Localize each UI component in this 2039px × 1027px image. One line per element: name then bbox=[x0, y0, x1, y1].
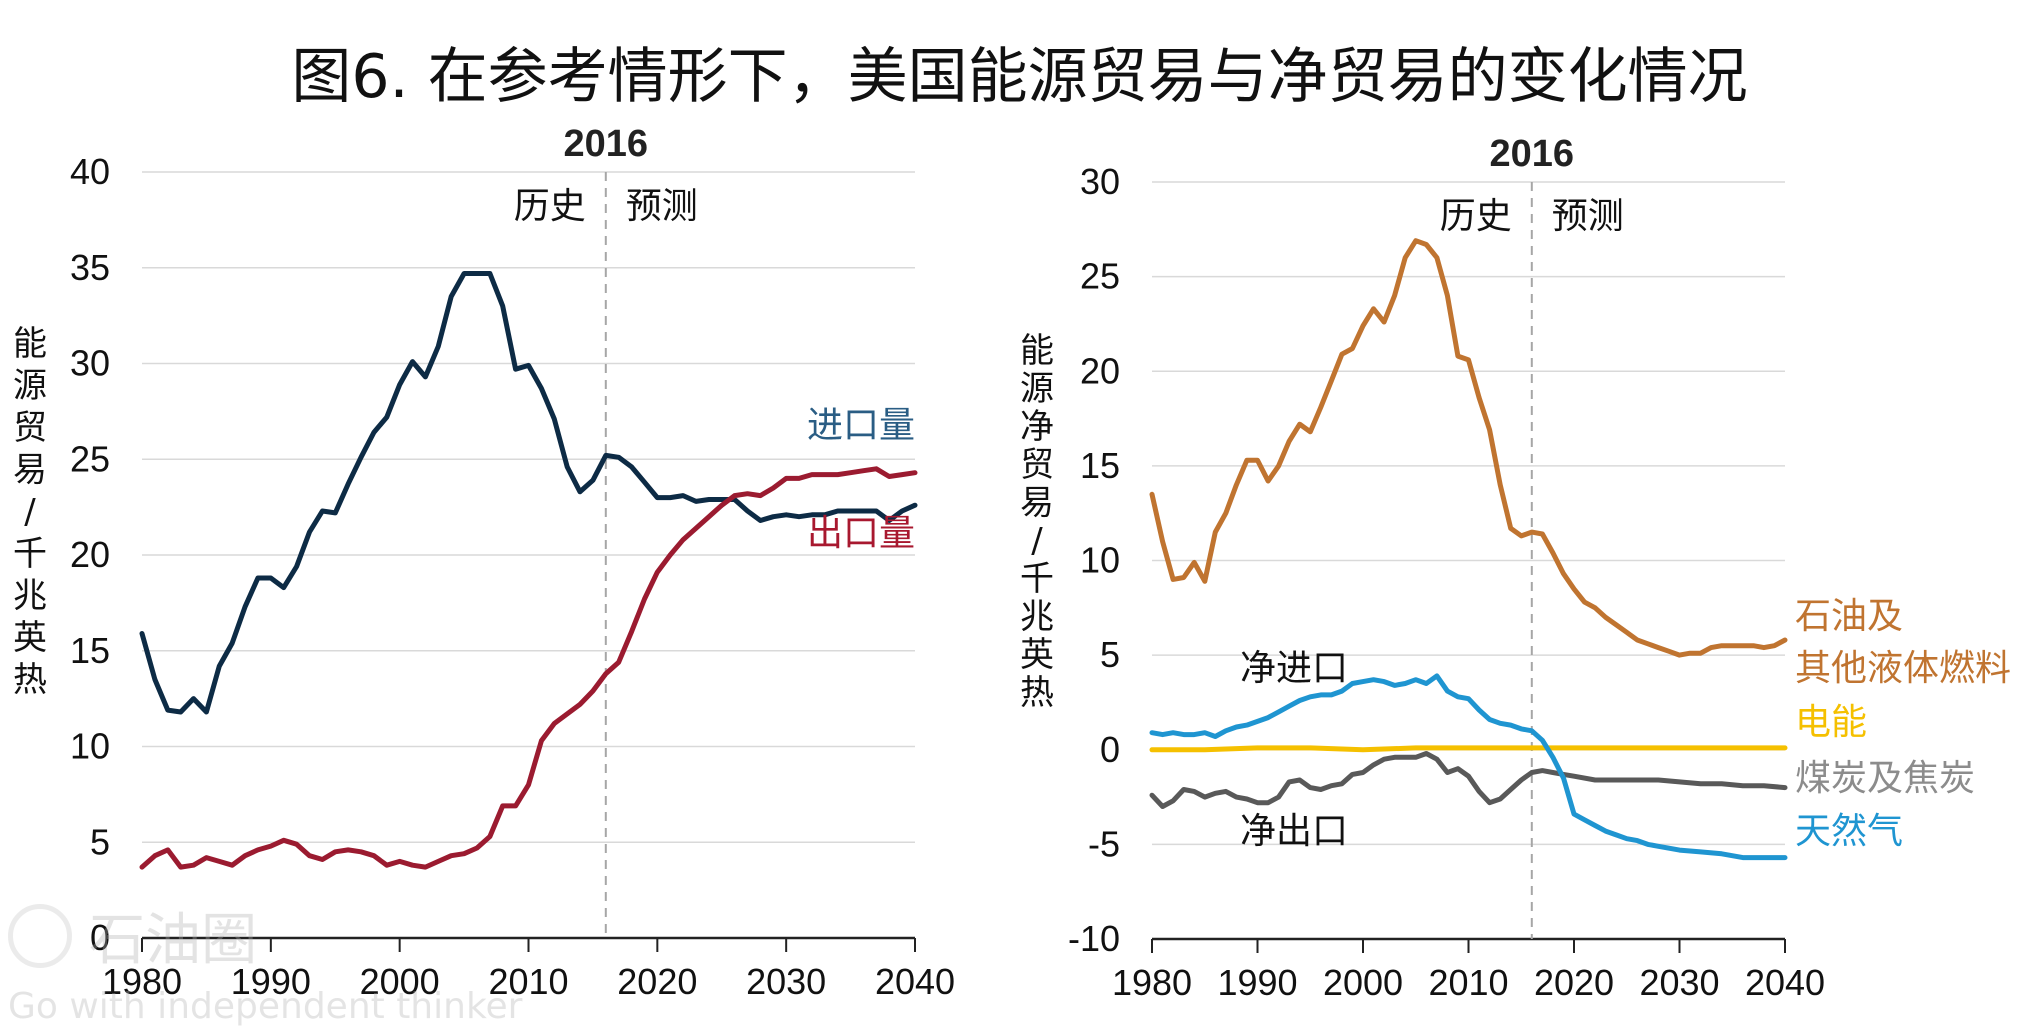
y-axis-label: 净 bbox=[1020, 407, 1054, 447]
series-label: 出口量 bbox=[807, 513, 915, 554]
y-tick-label: 25 bbox=[1080, 256, 1120, 297]
y-tick-label: 15 bbox=[70, 630, 110, 671]
y-tick-label: -10 bbox=[1068, 918, 1120, 959]
y-axis-label: 能 bbox=[13, 324, 47, 364]
y-tick-label: 20 bbox=[70, 534, 110, 575]
y-axis-label: 源 bbox=[1020, 369, 1054, 409]
y-tick-label: 10 bbox=[1080, 540, 1120, 581]
chart-energy-trade: 0 5 10 15 20 25 30 35 40 1980 1990 2000 2010 2020 2030… bbox=[13, 123, 955, 1002]
x-tick-label: 2000 bbox=[360, 961, 440, 1002]
y-axis-label: 兆 bbox=[1020, 597, 1054, 637]
series-label: 煤炭及焦炭 bbox=[1795, 758, 1975, 799]
series-line bbox=[1149, 745, 1788, 753]
y-tick-label: 0 bbox=[1100, 729, 1120, 770]
chart-net-energy-trade: -10 -5 0 5 10 15 20 25 30 1980 1990 2000 2010 2020 203… bbox=[1020, 133, 2011, 1003]
y-axis-label: / bbox=[24, 492, 36, 532]
series-label: 石油及 bbox=[1795, 596, 1903, 637]
y-tick-label: 40 bbox=[70, 151, 110, 192]
x-tick-label: 2020 bbox=[617, 961, 697, 1002]
history-label: 历史 bbox=[514, 186, 586, 227]
series-line bbox=[139, 466, 918, 870]
watermark-logo-icon bbox=[8, 903, 72, 968]
page-title: 图6. 在参考情形下，美国能源贸易与净贸易的变化情况 bbox=[291, 42, 1748, 112]
y-tick-label: 5 bbox=[1100, 634, 1120, 675]
x-tick-label: 2040 bbox=[1745, 962, 1825, 1003]
projection-label: 预测 bbox=[626, 186, 698, 227]
series-label: 电能 bbox=[1795, 702, 1867, 743]
y-axis-label: 英 bbox=[13, 618, 47, 658]
y-tick-label: 0 bbox=[90, 917, 110, 958]
series-line bbox=[139, 271, 918, 715]
watermark: 石油圈 Go with independent thinker bbox=[8, 895, 522, 1027]
y-tick-label: 5 bbox=[90, 821, 110, 862]
y-tick-label: 35 bbox=[70, 247, 110, 288]
divider-year-label: 2016 bbox=[1490, 133, 1575, 175]
y-axis-label: 热 bbox=[1020, 673, 1054, 713]
y-axis-label: 贸 bbox=[1020, 445, 1054, 485]
y-axis-label: / bbox=[1031, 521, 1043, 561]
series-line bbox=[1149, 673, 1788, 861]
x-tick-label: 1980 bbox=[102, 961, 182, 1002]
y-tick-label: 25 bbox=[70, 438, 110, 479]
annotation-net-exports: 净出口 bbox=[1240, 811, 1348, 852]
y-axis-label: 兆 bbox=[13, 576, 47, 616]
x-tick-label: 2030 bbox=[746, 961, 826, 1002]
x-tick-label: 2010 bbox=[488, 961, 568, 1002]
y-tick-label: 20 bbox=[1080, 350, 1120, 391]
y-tick-label: -5 bbox=[1088, 823, 1120, 864]
series-label: 进口量 bbox=[807, 405, 915, 446]
annotation-net-imports: 净进口 bbox=[1240, 648, 1348, 689]
y-axis-label: 贸 bbox=[13, 408, 47, 448]
y-axis-label: 易 bbox=[13, 450, 47, 490]
projection-label: 预测 bbox=[1552, 196, 1624, 237]
y-axis-label: 易 bbox=[1020, 483, 1054, 523]
x-tick-label: 2020 bbox=[1534, 962, 1614, 1003]
x-tick-label: 1980 bbox=[1112, 962, 1192, 1003]
y-tick-label: 30 bbox=[70, 343, 110, 384]
series-line bbox=[1149, 238, 1788, 658]
series-label: 天然气 bbox=[1795, 811, 1903, 852]
y-axis-label: 源 bbox=[13, 366, 47, 406]
x-tick-label: 2030 bbox=[1639, 962, 1719, 1003]
y-tick-label: 30 bbox=[1080, 161, 1120, 202]
x-tick-label: 2040 bbox=[875, 961, 955, 1002]
x-tick-label: 1990 bbox=[1217, 962, 1297, 1003]
y-axis-label: 能 bbox=[1020, 331, 1054, 371]
y-axis-label: 英 bbox=[1020, 635, 1054, 675]
watermark-slogan: Go with independent thinker bbox=[8, 986, 523, 1027]
x-tick-label: 1990 bbox=[231, 961, 311, 1002]
x-tick-label: 2010 bbox=[1428, 962, 1508, 1003]
series-line bbox=[1149, 751, 1788, 809]
y-axis-label: 千 bbox=[13, 534, 47, 574]
series-label: 其他液体燃料 bbox=[1795, 648, 2011, 689]
y-tick-label: 10 bbox=[70, 726, 110, 767]
history-label: 历史 bbox=[1440, 196, 1512, 237]
watermark-name: 石油圈 bbox=[89, 908, 258, 973]
divider-year-label: 2016 bbox=[564, 123, 649, 165]
x-tick-label: 2000 bbox=[1323, 962, 1403, 1003]
y-axis-label: 千 bbox=[1020, 559, 1054, 599]
y-axis-label: 热 bbox=[13, 660, 47, 700]
y-tick-label: 15 bbox=[1080, 445, 1120, 486]
